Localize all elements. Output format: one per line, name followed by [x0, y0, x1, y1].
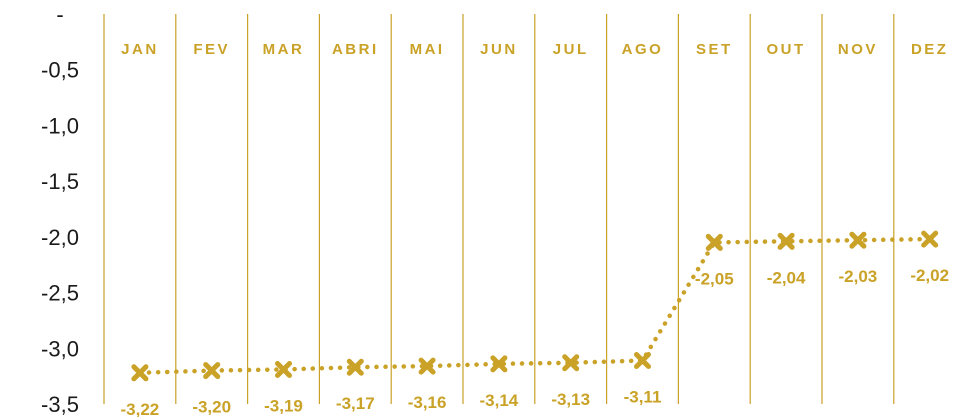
x-tick-label: NOV — [838, 41, 878, 58]
data-label: -3,11 — [624, 388, 662, 407]
x-tick-label: FEV — [193, 41, 230, 58]
x-tick-label: JUN — [480, 41, 518, 58]
x-axis-month-labels: JAN FEV MAR ABRI MAI JUN JUL AGO SET OUT NOV DEZ — [121, 41, 949, 58]
data-point-marker — [275, 360, 292, 378]
data-label: -3,13 — [551, 390, 590, 409]
x-tick-label: ABRI — [332, 41, 379, 58]
data-point-marker — [777, 232, 795, 250]
data-point-marker — [921, 230, 939, 248]
data-labels: -3,22 -3,20 -3,19 -3,17 -3,16 -3,14 -3,13 -3,11… — [121, 266, 950, 417]
x-tick-label: MAI — [410, 41, 445, 58]
series-markers — [131, 230, 939, 382]
data-point-marker — [634, 352, 651, 370]
vertical-gridlines — [103, 14, 895, 404]
data-label: -3,14 — [480, 391, 519, 410]
data-label: -2,05 — [695, 269, 734, 288]
data-label: -3,22 — [121, 400, 160, 417]
y-tick-label: -0,5 — [41, 58, 79, 83]
data-point-marker — [131, 364, 149, 382]
data-label: -3,17 — [336, 394, 375, 413]
y-tick-label: -3,5 — [41, 392, 79, 417]
data-point-marker — [346, 358, 364, 376]
data-point-marker — [562, 354, 580, 372]
x-tick-label: SET — [696, 41, 733, 58]
data-point-marker — [490, 355, 508, 373]
x-tick-label: JAN — [121, 41, 159, 58]
data-point-marker — [418, 357, 436, 375]
data-label: -2,04 — [767, 268, 806, 287]
y-tick-label: -3,0 — [41, 336, 79, 361]
data-point-marker — [705, 233, 723, 251]
y-tick-label: -1,5 — [41, 169, 79, 194]
data-label: -3,16 — [408, 393, 447, 412]
x-tick-label: AGO — [622, 41, 664, 58]
y-tick-label: -2,5 — [41, 281, 79, 306]
x-tick-label: JUL — [553, 41, 589, 58]
data-label: -2,02 — [910, 266, 949, 285]
y-axis: - -0,5 -1,0 -1,5 -2,0 -2,5 -3,0 -3,5 — [41, 2, 79, 417]
y-tick-label: -2,0 — [41, 225, 79, 250]
data-point-marker — [203, 362, 221, 380]
y-tick-label: - — [56, 2, 63, 27]
data-label: -3,19 — [264, 396, 303, 415]
data-label: -2,03 — [839, 267, 878, 286]
data-label: -3,20 — [192, 398, 231, 417]
y-tick-label: -1,0 — [41, 113, 79, 138]
data-point-marker — [849, 231, 867, 249]
x-tick-label: OUT — [767, 41, 806, 58]
x-tick-label: MAR — [263, 41, 305, 58]
x-tick-label: DEZ — [911, 41, 949, 58]
